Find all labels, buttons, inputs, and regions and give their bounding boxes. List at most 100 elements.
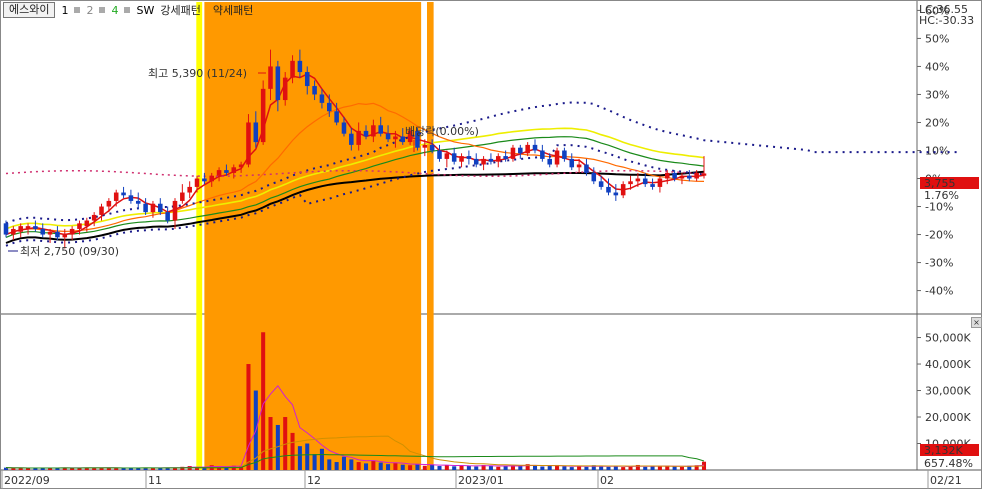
vol-pct-label: 657.48% — [924, 457, 973, 470]
candle-body — [246, 122, 251, 165]
candle-body — [393, 136, 398, 140]
candle — [33, 220, 38, 232]
candle-body — [150, 203, 156, 213]
candle — [62, 228, 68, 249]
volume-bar — [26, 468, 31, 470]
vol-ytick-label-0: 50,000K — [925, 332, 971, 345]
candle — [385, 125, 391, 143]
candle — [591, 167, 597, 185]
ytick-label-2: 40% — [925, 60, 949, 73]
price-box — [920, 177, 979, 189]
ma-line-orange — [5, 102, 705, 236]
candle-body — [194, 178, 200, 187]
annotation-high: 최고 5,390 (11/24) — [148, 67, 247, 80]
volume-bar — [77, 467, 82, 470]
volume-bar — [621, 467, 626, 470]
candle — [282, 72, 288, 106]
candle-body — [260, 88, 266, 143]
candle — [378, 116, 383, 137]
volume-bar — [18, 467, 23, 470]
lc-label: LC:36.55 — [919, 3, 968, 16]
candle — [451, 147, 457, 165]
candle-body — [224, 170, 229, 173]
ytick-label-3: 30% — [925, 88, 949, 101]
candle — [224, 164, 229, 176]
volume-bar — [261, 332, 266, 470]
volume-bar — [665, 465, 670, 470]
volume-bar — [371, 460, 376, 470]
annotation-dividend: 배당락(0.00%) — [405, 125, 479, 138]
candle — [466, 150, 472, 165]
candle — [532, 139, 538, 154]
candle-body — [113, 192, 119, 201]
candle-body — [84, 220, 90, 227]
candle-body — [99, 206, 104, 215]
candle — [672, 170, 677, 182]
candle-body — [459, 156, 464, 162]
current-price-label: 3,755 — [924, 177, 956, 190]
ma-color-box-2 — [99, 7, 106, 13]
volume-bar — [136, 468, 141, 470]
volume-bar — [606, 466, 611, 470]
shaded-region-strong — [427, 2, 434, 470]
stock-name-selector[interactable]: 에스와이 — [3, 2, 56, 18]
volume-bar — [334, 462, 339, 470]
candle-body — [547, 158, 552, 165]
candle — [393, 130, 398, 148]
volume-bar — [635, 464, 640, 470]
candle — [650, 178, 655, 190]
dotted-line-upper — [5, 101, 962, 225]
candle — [569, 153, 575, 171]
candle-body — [40, 228, 46, 235]
volume-bar — [364, 463, 369, 470]
candle — [91, 212, 97, 227]
volume-bar — [356, 462, 361, 470]
candle-body — [282, 77, 288, 101]
candle-body — [694, 172, 699, 179]
volume-bar — [150, 467, 155, 470]
candle — [55, 226, 60, 241]
close-icon[interactable]: × — [971, 317, 982, 328]
candle — [429, 139, 435, 154]
volume-bar — [275, 424, 280, 470]
ma-color-box-4 — [124, 7, 131, 13]
ytick-label-1: 50% — [925, 32, 949, 45]
candle-body — [466, 156, 472, 159]
volume-bar — [679, 466, 684, 470]
volume-bar — [341, 456, 346, 470]
candle-body — [444, 153, 450, 159]
candle — [628, 175, 633, 190]
hc-label: HC:-30.33 — [919, 14, 974, 27]
candle-body — [650, 184, 655, 187]
candle-body — [297, 60, 303, 73]
xtick-label-5: 02/21 — [930, 474, 962, 487]
strong-pattern-label: 강세패턴 — [160, 4, 201, 17]
ma-color-box-1 — [74, 7, 81, 13]
candle — [525, 142, 530, 157]
volume-bar — [55, 468, 60, 470]
ytick-label-8: -20% — [925, 229, 953, 242]
candle — [11, 226, 16, 241]
candle — [143, 198, 148, 215]
volume-bar — [33, 468, 38, 470]
ma-label-2: 2 — [86, 3, 94, 17]
xtick-label-0: 2022/09 — [4, 474, 50, 487]
candle-body — [687, 175, 692, 179]
volume-bar — [349, 459, 354, 470]
candle-body — [473, 158, 479, 165]
candle-body — [319, 94, 325, 103]
candle — [216, 167, 222, 182]
candle — [495, 153, 501, 168]
candle — [518, 144, 523, 159]
candle-body — [55, 231, 60, 238]
volume-bar — [400, 464, 405, 470]
candle — [25, 223, 31, 235]
annotation-low: 최저 2,750 (09/30) — [20, 245, 119, 258]
volume-bar — [114, 468, 119, 470]
candle — [694, 170, 699, 182]
candle — [297, 49, 303, 78]
volume-bar — [657, 466, 662, 470]
candle — [99, 203, 104, 221]
ma-line-black — [5, 170, 705, 244]
volume-bar — [180, 466, 185, 470]
